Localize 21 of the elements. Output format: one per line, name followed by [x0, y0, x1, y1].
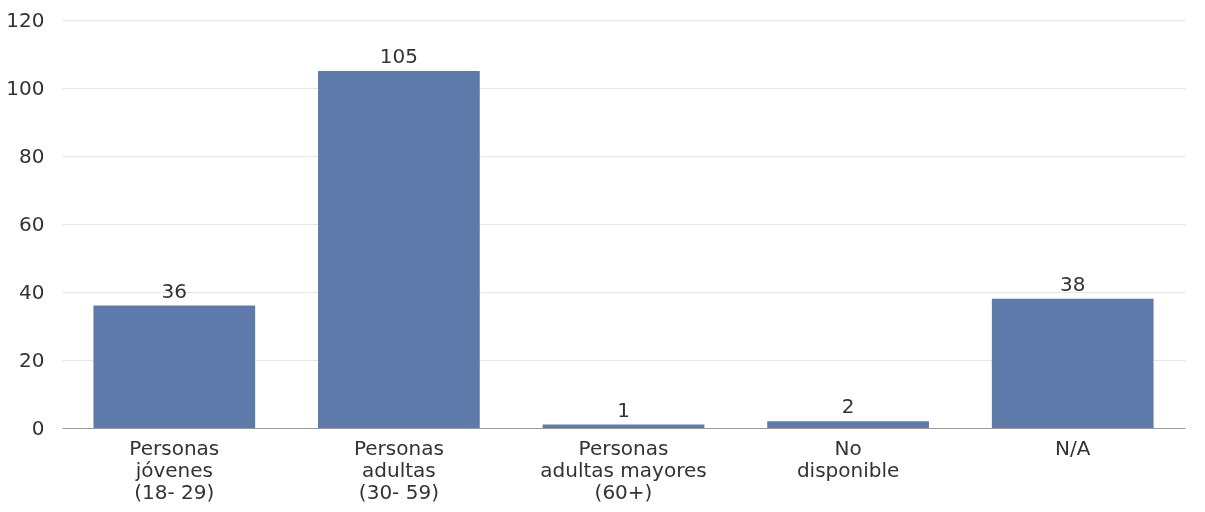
y-tick-label: 100	[6, 75, 45, 100]
x-tick-label: No disponible	[796, 435, 900, 482]
bar	[318, 71, 480, 428]
x-tick-label: N/A	[1055, 435, 1091, 460]
bar	[991, 298, 1154, 428]
y-tick-label: 20	[19, 347, 45, 372]
x-tick-label: Personas adultas mayores (60+)	[540, 435, 707, 504]
y-tick-label: 0	[31, 415, 45, 440]
y-tick-label: 60	[19, 211, 45, 236]
bar	[93, 305, 256, 428]
y-tick-label: 40	[19, 279, 45, 304]
y-tick-label: 80	[19, 143, 45, 168]
data-label: 38	[1059, 271, 1086, 296]
data-label: 2	[841, 394, 855, 419]
x-tick-label: Personas adultas (30- 59)	[353, 435, 444, 504]
data-label: 105	[379, 44, 418, 68]
data-label: 36	[161, 278, 188, 303]
y-tick-label: 120	[6, 7, 45, 32]
data-label: 1	[617, 397, 630, 422]
x-tick-label: Personas jóvenes (18- 29)	[129, 435, 220, 504]
bar	[767, 421, 929, 428]
